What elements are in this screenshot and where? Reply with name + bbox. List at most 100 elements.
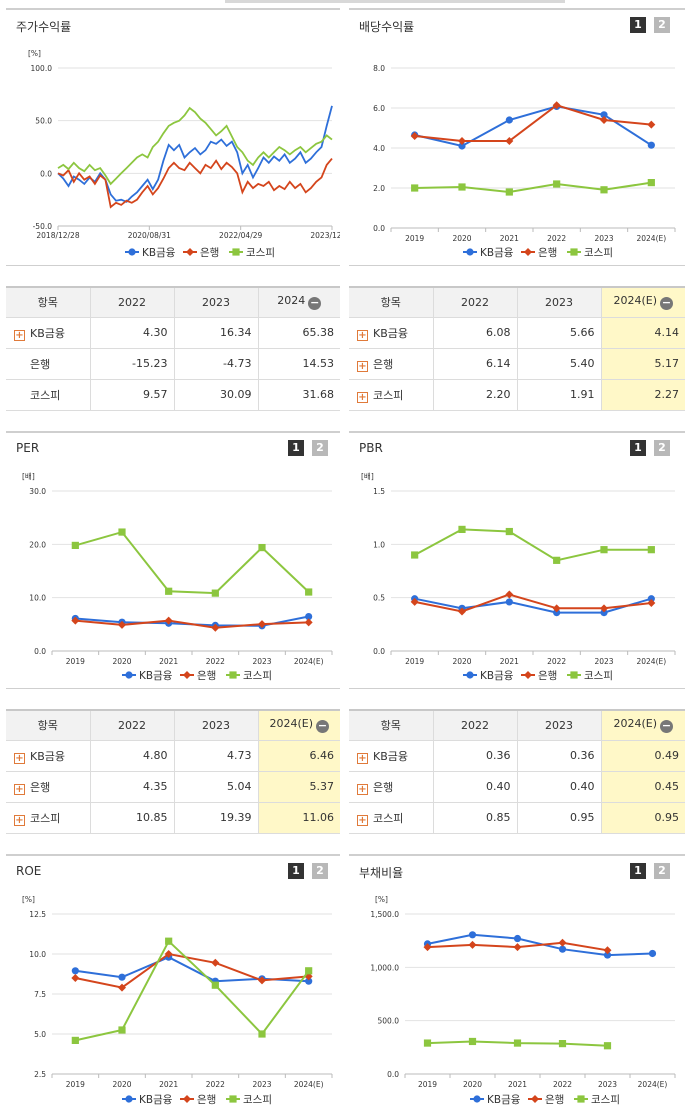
page-2-button[interactable]: 2 <box>312 440 328 456</box>
data-point-kb <box>466 248 474 256</box>
cell: 4.14 <box>600 317 685 349</box>
y-tick-label: 50.0 <box>35 117 52 126</box>
x-tick-label: 2023 <box>252 1080 271 1089</box>
expand-icon[interactable]: + <box>14 814 25 826</box>
per-panel: PER 1 2 [배] 30.0 20.0 10.0 0.0 2019 2020 2021 20… <box>6 431 340 689</box>
expand-icon[interactable]: + <box>357 752 368 764</box>
cell: 6.14 <box>432 348 517 380</box>
x-tick-label: 2022 <box>206 1080 225 1089</box>
cell: 14.53 <box>257 348 340 380</box>
series-line-bank <box>414 104 652 142</box>
y-tick-label: 10.0 <box>29 950 46 959</box>
data-point-bank <box>71 974 80 982</box>
data-point-bank <box>600 116 608 124</box>
y-tick-label: 5.0 <box>34 1030 46 1039</box>
page-1-button[interactable]: 1 <box>288 440 304 456</box>
page-1-button[interactable]: 1 <box>630 440 646 456</box>
collapse-icon[interactable]: − <box>660 719 674 734</box>
collapse-icon[interactable]: − <box>660 296 674 311</box>
cell: 0.36 <box>432 740 517 772</box>
cell: 30.09 <box>173 379 258 411</box>
page-1-button[interactable]: 1 <box>630 863 646 879</box>
row-label: 은행 <box>30 780 51 794</box>
expand-icon[interactable]: + <box>357 783 368 795</box>
expand-icon[interactable]: + <box>14 329 25 341</box>
table-row: 코스피 9.57 30.09 31.68 <box>6 379 340 411</box>
data-point-kospi <box>647 179 655 187</box>
per-chart: [배] 30.0 20.0 10.0 0.0 2019 2020 2021 2022 2023 20… <box>22 472 333 682</box>
y-tick-label: 20.0 <box>29 540 46 549</box>
header-2024-label: 2024 <box>277 294 306 308</box>
cell: 5.17 <box>600 348 685 380</box>
data-point-kospi <box>553 180 561 188</box>
series-line-bank <box>75 952 309 989</box>
data-point-kospi <box>570 671 578 679</box>
page-1-button[interactable]: 1 <box>288 863 304 879</box>
x-tick-label: 2021 <box>508 1080 527 1089</box>
data-point-kb <box>600 111 608 119</box>
x-tick-label: 2019 <box>405 657 424 666</box>
data-point-kospi <box>603 1042 612 1050</box>
data-point-kb <box>647 595 655 603</box>
legend-label-kb: KB금융 <box>139 670 173 682</box>
debt-ratio-panel: 부채비율 1 2 [%] 1,500.0 1,000.0 500.0 0.0 2019 20… <box>349 854 685 1112</box>
x-tick-label: 2024(E) <box>638 1080 668 1089</box>
cell: -4.73 <box>173 348 258 380</box>
data-point-kospi <box>558 1040 567 1048</box>
page-2-button[interactable]: 2 <box>654 440 670 456</box>
per-table: 항목 2022 2023 2024(E) − + KB금융 4.80 4.73 6.… <box>6 709 340 834</box>
cell: 5.66 <box>516 317 601 349</box>
data-point-kospi <box>258 1030 266 1038</box>
data-point-bank <box>258 620 266 629</box>
expand-icon[interactable]: + <box>357 329 368 341</box>
collapse-icon[interactable]: − <box>308 296 322 311</box>
dividend-yield-panel: 배당수익률 1 2 8.0 6.0 4.0 2.0 0.0 2019 2020 2021 202… <box>349 8 685 266</box>
y-tick-label: 10.0 <box>29 594 46 603</box>
data-point-bank <box>647 120 656 129</box>
page-2-button[interactable]: 2 <box>654 863 670 879</box>
header-item: 항목 <box>6 286 90 318</box>
data-point-bank <box>505 590 514 599</box>
data-point-bank <box>211 958 220 967</box>
y-tick-label: 4.0 <box>373 144 385 153</box>
legend-label-kospi: 코스피 <box>584 670 613 682</box>
x-tick-label: 2024(E) <box>294 657 324 666</box>
data-point-kospi <box>468 1037 477 1046</box>
header-2024e: 2024(E) − <box>600 286 685 318</box>
data-point-bank <box>458 607 466 616</box>
data-point-kospi <box>229 671 237 679</box>
table-row: + 코스피 10.85 19.39 11.06 <box>6 802 340 834</box>
data-point-kb <box>505 598 513 606</box>
table-row: + KB금융 6.08 5.66 4.14 <box>349 317 685 349</box>
data-point-kb <box>466 671 474 679</box>
data-point-kospi <box>411 551 419 559</box>
page-2-button[interactable]: 2 <box>312 863 328 879</box>
expand-icon[interactable]: + <box>357 360 368 372</box>
y-tick-label: 2.5 <box>34 1070 46 1079</box>
expand-icon[interactable]: + <box>14 783 25 795</box>
cell: 9.57 <box>89 379 174 411</box>
data-point-kospi <box>458 183 466 191</box>
data-point-bank <box>410 597 419 606</box>
data-point-kospi <box>165 587 173 595</box>
expand-icon[interactable]: + <box>357 391 368 403</box>
page-1-button[interactable]: 1 <box>630 17 646 33</box>
expand-icon[interactable]: + <box>357 814 368 826</box>
panel-title: 주가수익률 <box>16 20 72 34</box>
data-point-kospi <box>165 937 173 945</box>
data-point-bank <box>410 132 419 140</box>
roe-panel: ROE 1 2 [%] 12.5 10.0 7.5 5.0 2.5 2019 2020 2021… <box>6 854 340 1112</box>
cell: 5.37 <box>257 771 340 803</box>
expand-icon[interactable]: + <box>14 752 25 764</box>
debt-ratio-chart: [%] 1,500.0 1,000.0 500.0 0.0 2019 2020 2021 202… <box>370 895 676 1106</box>
y-tick-label: 100.0 <box>31 64 53 73</box>
data-point-bank <box>71 616 80 625</box>
header-2022: 2022 <box>89 286 174 318</box>
series-line-kb <box>427 933 653 957</box>
legend-label-kb: KB금융 <box>142 247 176 259</box>
cell: 0.40 <box>516 771 601 803</box>
series-line-kospi <box>57 106 333 186</box>
page-2-button[interactable]: 2 <box>654 17 670 33</box>
x-tick-label: 2019 <box>418 1080 437 1089</box>
collapse-icon[interactable]: − <box>316 719 330 734</box>
